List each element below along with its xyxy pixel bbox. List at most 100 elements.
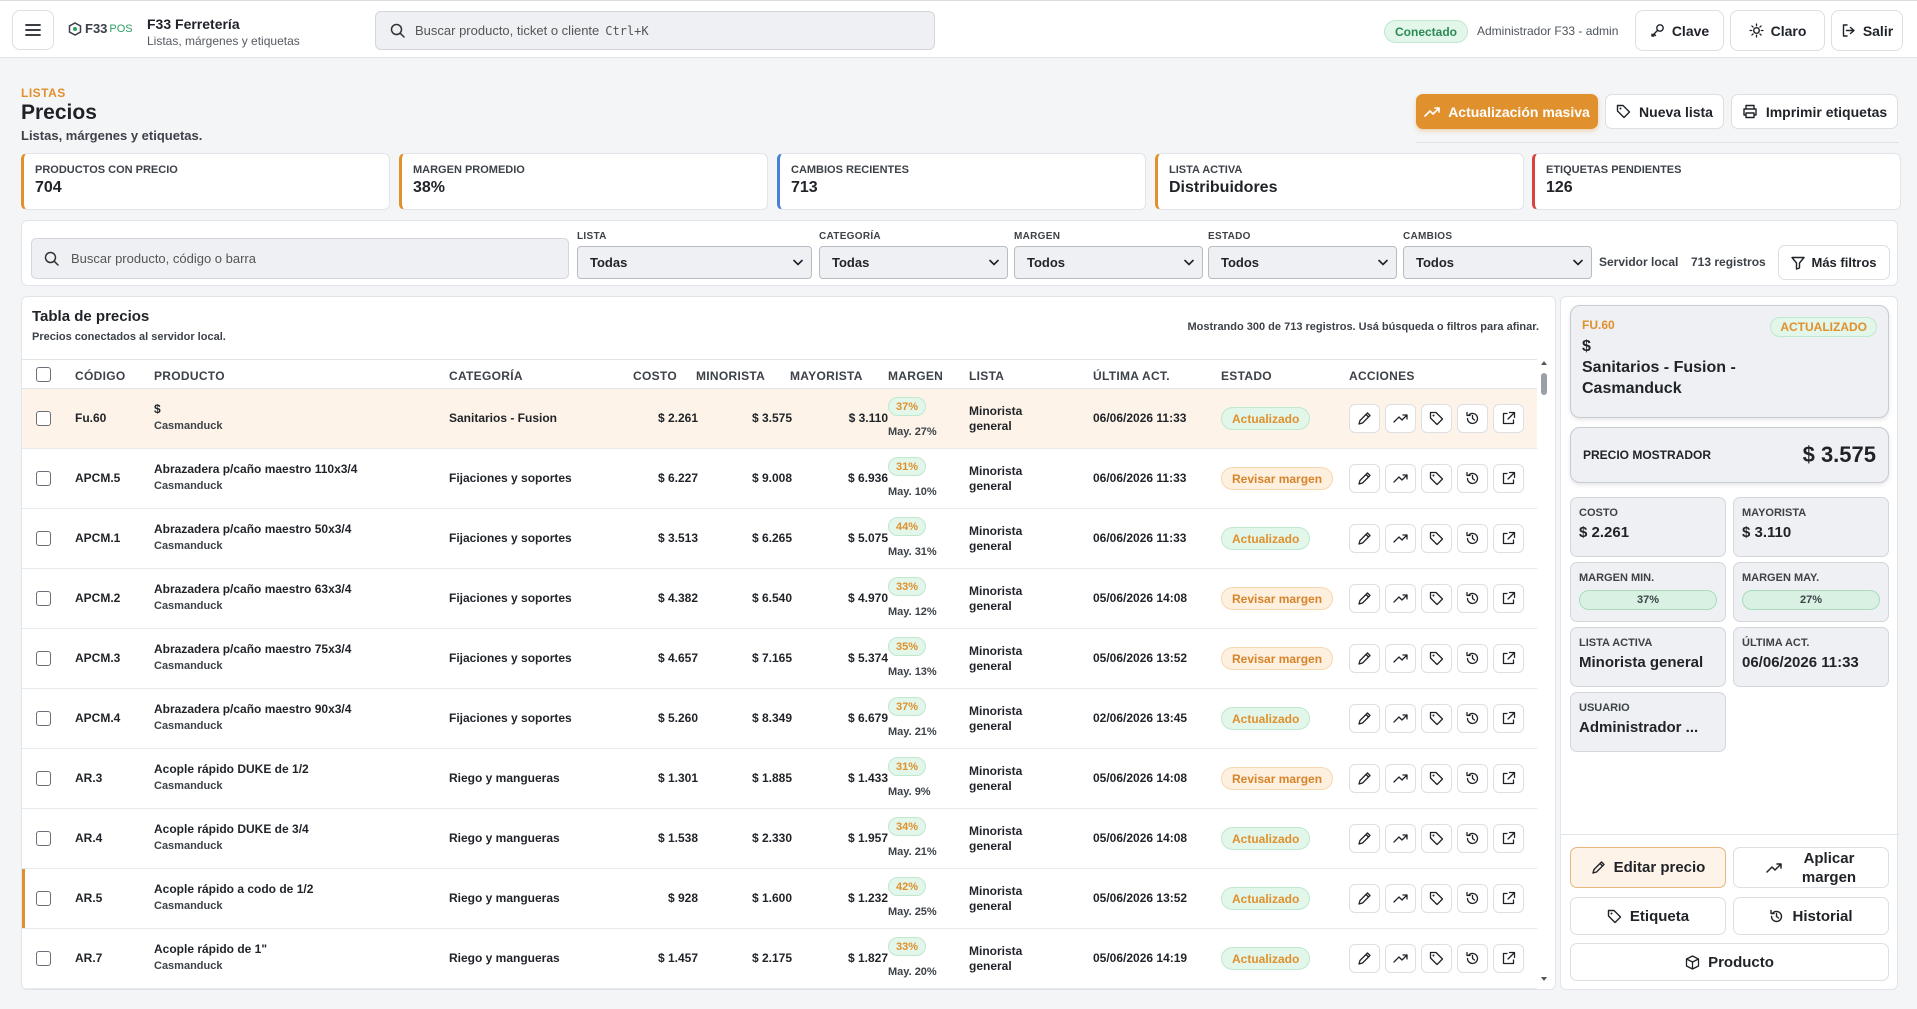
label-row-button[interactable] <box>1421 464 1452 493</box>
table-row[interactable]: AR.5 Acople rápido a codo de 1/2 Casmanduc… <box>22 869 1537 929</box>
row-checkbox[interactable] <box>36 591 51 606</box>
edit-row-button[interactable] <box>1349 884 1380 913</box>
open-row-button[interactable] <box>1493 644 1524 673</box>
history-row-button[interactable] <box>1457 404 1488 433</box>
margin-row-button[interactable] <box>1385 464 1416 493</box>
table-scrollbar[interactable] <box>1539 359 1549 983</box>
logout-button[interactable]: Salir <box>1831 10 1903 51</box>
row-checkbox[interactable] <box>36 471 51 486</box>
row-checkbox[interactable] <box>36 411 51 426</box>
label-row-button[interactable] <box>1421 704 1452 733</box>
open-row-button[interactable] <box>1493 464 1524 493</box>
open-row-button[interactable] <box>1493 704 1524 733</box>
more-filters-button[interactable]: Más filtros <box>1778 245 1890 280</box>
col-mayorista[interactable]: MAYORISTA <box>790 369 863 383</box>
table-row[interactable]: APCM.5 Abrazadera p/caño maestro 110x3/4 C… <box>22 449 1537 509</box>
row-checkbox[interactable] <box>36 711 51 726</box>
edit-row-button[interactable] <box>1349 464 1380 493</box>
open-row-button[interactable] <box>1493 944 1524 973</box>
product-search-input[interactable]: Buscar producto, código o barra <box>31 238 569 279</box>
margin-row-button[interactable] <box>1385 884 1416 913</box>
history-button[interactable]: Historial <box>1733 897 1889 935</box>
col-ultima[interactable]: ÚLTIMA ACT. <box>1093 369 1170 383</box>
history-row-button[interactable] <box>1457 884 1488 913</box>
margin-row-button[interactable] <box>1385 524 1416 553</box>
label-row-button[interactable] <box>1421 644 1452 673</box>
edit-row-button[interactable] <box>1349 644 1380 673</box>
history-row-button[interactable] <box>1457 704 1488 733</box>
open-row-button[interactable] <box>1493 884 1524 913</box>
filter-select[interactable]: Todas <box>577 246 812 279</box>
row-checkbox[interactable] <box>36 651 51 666</box>
edit-row-button[interactable] <box>1349 404 1380 433</box>
col-margen[interactable]: MARGEN <box>888 369 944 383</box>
table-row[interactable]: APCM.2 Abrazadera p/caño maestro 63x3/4 Ca… <box>22 569 1537 629</box>
theme-button[interactable]: Claro <box>1730 10 1825 51</box>
col-categoria[interactable]: CATEGORÍA <box>449 369 523 383</box>
bulk-update-button[interactable]: Actualización masiva <box>1416 94 1598 129</box>
row-checkbox[interactable] <box>36 951 51 966</box>
history-row-button[interactable] <box>1457 464 1488 493</box>
row-checkbox[interactable] <box>36 891 51 906</box>
edit-row-button[interactable] <box>1349 764 1380 793</box>
label-row-button[interactable] <box>1421 884 1452 913</box>
margin-row-button[interactable] <box>1385 404 1416 433</box>
label-row-button[interactable] <box>1421 944 1452 973</box>
row-checkbox[interactable] <box>36 531 51 546</box>
table-row[interactable]: Fu.60 $ Casmanduck Sanitarios - Fusion $ 2.2… <box>22 389 1537 449</box>
filter-select[interactable]: Todos <box>1208 246 1397 279</box>
filter-select[interactable]: Todos <box>1014 246 1203 279</box>
history-row-button[interactable] <box>1457 524 1488 553</box>
global-search-input[interactable]: Buscar producto, ticket o cliente Ctrl+K <box>375 11 935 50</box>
filter-select[interactable]: Todos <box>1403 246 1592 279</box>
margin-row-button[interactable] <box>1385 824 1416 853</box>
history-row-button[interactable] <box>1457 584 1488 613</box>
menu-button[interactable] <box>12 10 54 50</box>
margin-row-button[interactable] <box>1385 584 1416 613</box>
apply-margin-button[interactable]: Aplicar margen <box>1733 847 1889 888</box>
col-minorista[interactable]: MINORISTA <box>696 369 766 383</box>
label-row-button[interactable] <box>1421 764 1452 793</box>
row-checkbox[interactable] <box>36 831 51 846</box>
open-row-button[interactable] <box>1493 824 1524 853</box>
edit-row-button[interactable] <box>1349 584 1380 613</box>
open-row-button[interactable] <box>1493 764 1524 793</box>
label-row-button[interactable] <box>1421 584 1452 613</box>
new-list-button[interactable]: Nueva lista <box>1605 94 1724 129</box>
row-checkbox[interactable] <box>36 771 51 786</box>
table-row[interactable]: AR.4 Acople rápido DUKE de 3/4 Casmanduck R… <box>22 809 1537 869</box>
col-estado[interactable]: ESTADO <box>1221 369 1272 383</box>
edit-row-button[interactable] <box>1349 704 1380 733</box>
label-button[interactable]: Etiqueta <box>1570 897 1726 935</box>
table-row[interactable]: APCM.3 Abrazadera p/caño maestro 75x3/4 Ca… <box>22 629 1537 689</box>
history-row-button[interactable] <box>1457 644 1488 673</box>
table-row[interactable]: APCM.4 Abrazadera p/caño maestro 90x3/4 Ca… <box>22 689 1537 749</box>
edit-row-button[interactable] <box>1349 944 1380 973</box>
password-button[interactable]: Clave <box>1635 10 1724 51</box>
history-row-button[interactable] <box>1457 944 1488 973</box>
label-row-button[interactable] <box>1421 524 1452 553</box>
open-row-button[interactable] <box>1493 404 1524 433</box>
scrollbar-thumb[interactable] <box>1541 373 1547 395</box>
label-row-button[interactable] <box>1421 824 1452 853</box>
col-producto[interactable]: PRODUCTO <box>154 369 225 383</box>
history-row-button[interactable] <box>1457 764 1488 793</box>
history-row-button[interactable] <box>1457 824 1488 853</box>
edit-row-button[interactable] <box>1349 524 1380 553</box>
table-row[interactable]: AR.3 Acople rápido DUKE de 1/2 Casmanduck R… <box>22 749 1537 809</box>
col-codigo[interactable]: CÓDIGO <box>75 369 126 383</box>
col-costo[interactable]: COSTO <box>633 369 677 383</box>
open-row-button[interactable] <box>1493 524 1524 553</box>
select-all-checkbox[interactable] <box>36 367 51 382</box>
margin-row-button[interactable] <box>1385 704 1416 733</box>
margin-row-button[interactable] <box>1385 764 1416 793</box>
open-row-button[interactable] <box>1493 584 1524 613</box>
print-labels-button[interactable]: Imprimir etiquetas <box>1731 94 1898 129</box>
col-lista[interactable]: LISTA <box>969 369 1005 383</box>
label-row-button[interactable] <box>1421 404 1452 433</box>
table-row[interactable]: APCM.1 Abrazadera p/caño maestro 50x3/4 Ca… <box>22 509 1537 569</box>
filter-select[interactable]: Todas <box>819 246 1008 279</box>
edit-price-button[interactable]: Editar precio <box>1570 847 1726 888</box>
table-row[interactable]: AR.7 Acople rápido de 1" Casmanduck Riego y… <box>22 929 1537 989</box>
margin-row-button[interactable] <box>1385 944 1416 973</box>
